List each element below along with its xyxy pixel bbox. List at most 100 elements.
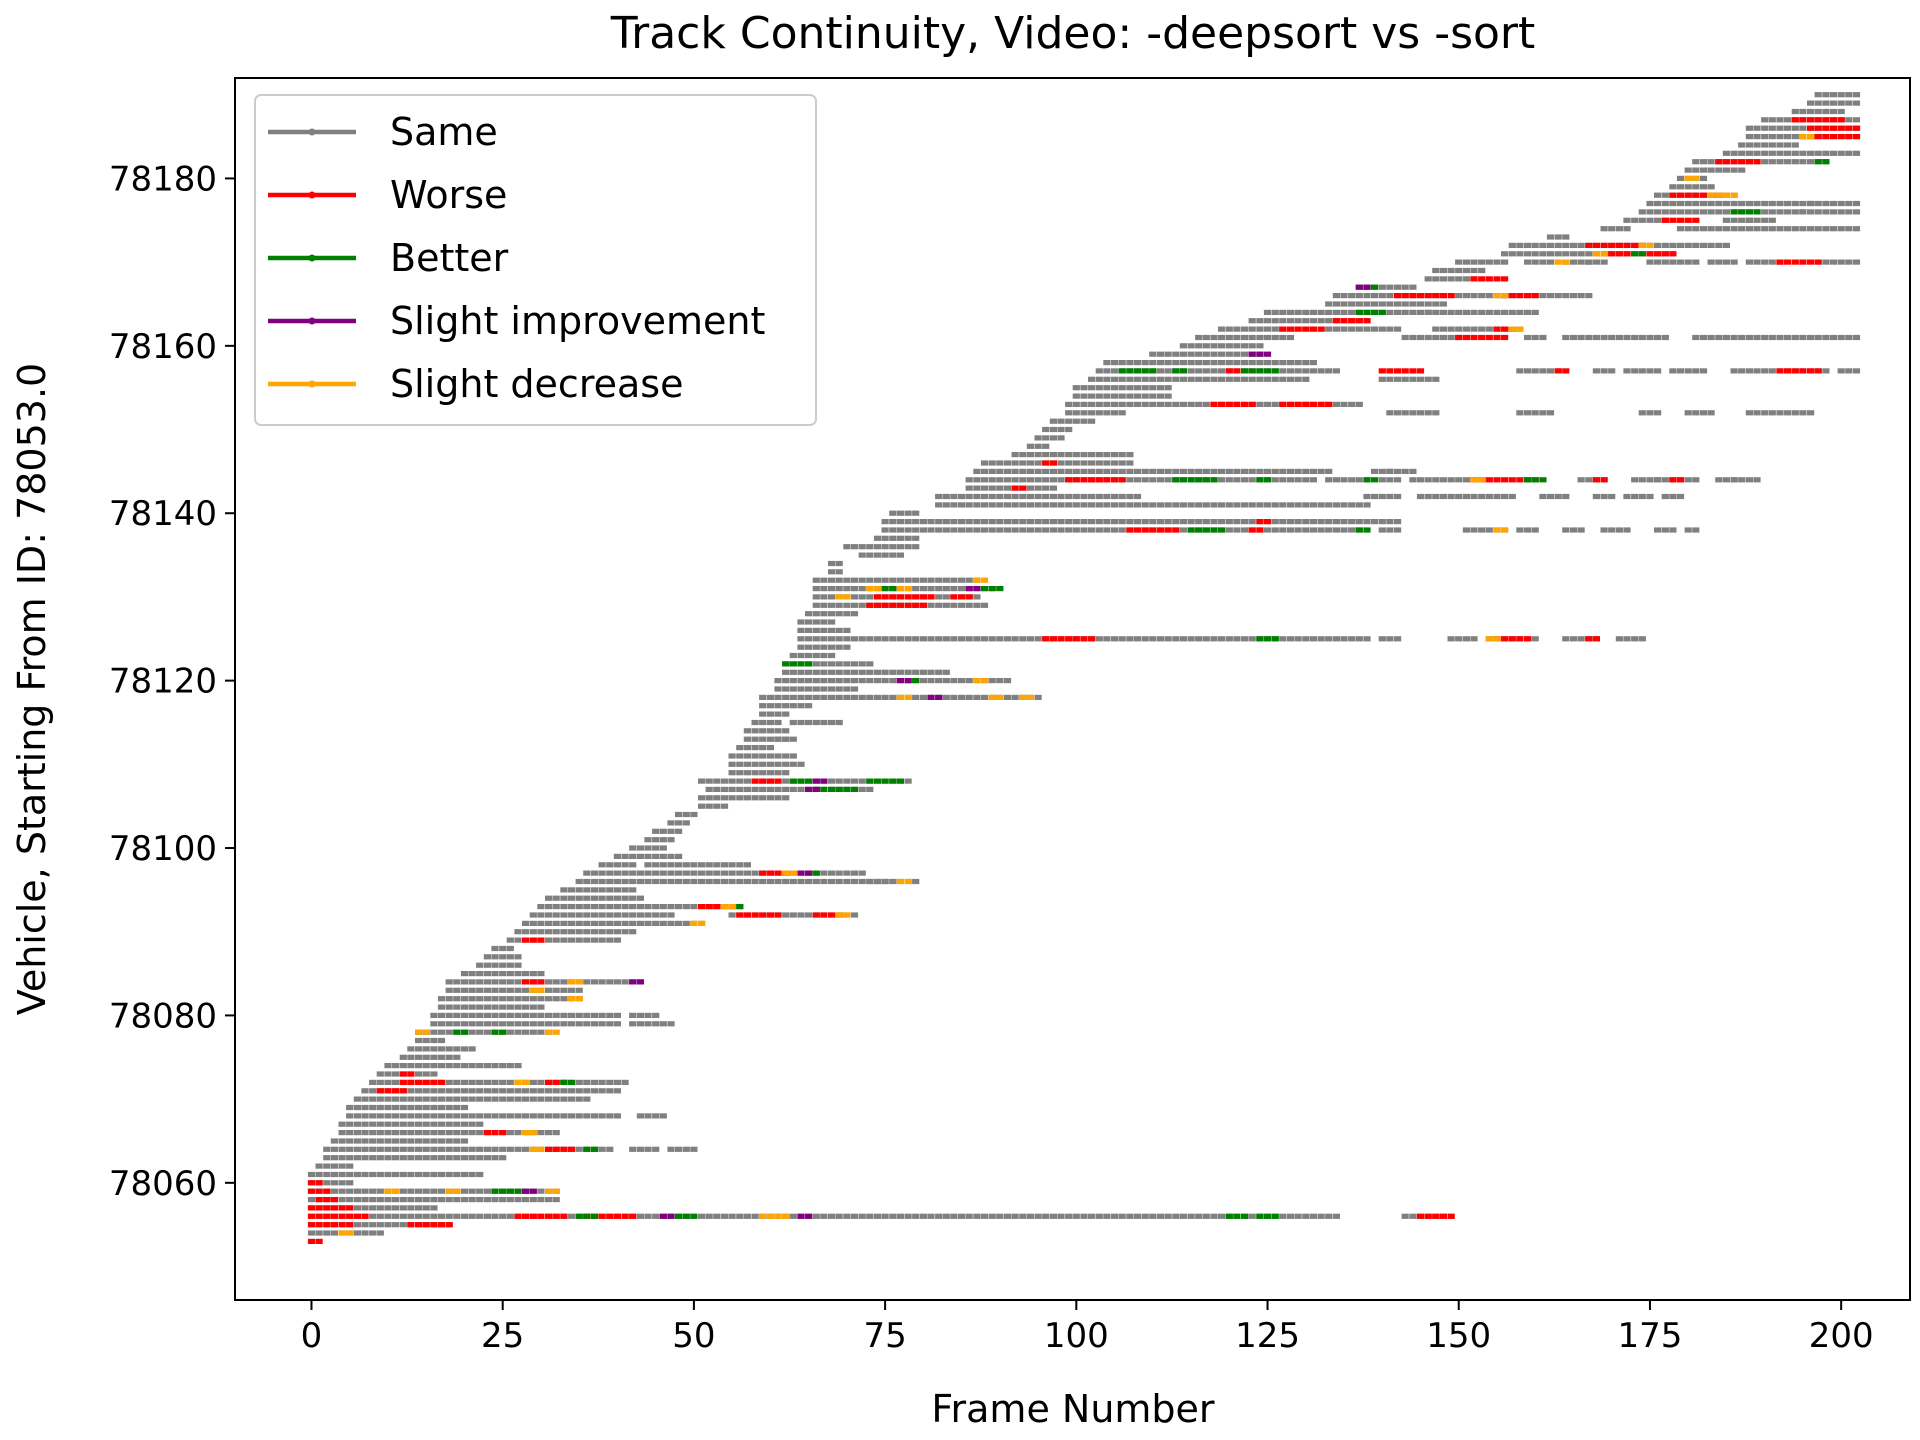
track-point xyxy=(973,519,981,525)
track-point xyxy=(889,778,897,784)
track-point xyxy=(1753,200,1761,207)
track-point xyxy=(942,669,950,675)
track-point xyxy=(1340,293,1348,299)
track-point xyxy=(567,979,576,985)
track-point xyxy=(1241,401,1249,407)
track-point xyxy=(935,502,943,508)
track-point xyxy=(376,1130,384,1136)
track-point xyxy=(1784,117,1792,123)
track-point xyxy=(690,904,698,910)
track-point xyxy=(1363,527,1371,533)
track-point xyxy=(430,1096,438,1102)
track-point xyxy=(644,1113,652,1119)
track-point xyxy=(659,845,667,851)
track-point xyxy=(980,519,989,525)
track-point xyxy=(942,586,950,592)
track-point xyxy=(621,979,629,985)
track-point xyxy=(889,678,897,684)
track-point xyxy=(1386,293,1394,299)
track-point xyxy=(353,1113,361,1119)
track-point xyxy=(973,577,981,583)
track-point xyxy=(1722,150,1730,156)
track-point xyxy=(1768,134,1776,140)
track-point xyxy=(789,669,797,675)
track-point xyxy=(1057,460,1065,466)
track-point xyxy=(430,1113,438,1119)
track-point xyxy=(904,519,912,525)
track-point xyxy=(1814,134,1822,140)
track-point xyxy=(927,602,935,608)
track-point xyxy=(1111,519,1119,525)
track-point xyxy=(1409,284,1417,290)
track-point xyxy=(415,1029,423,1035)
track-point xyxy=(1088,385,1096,391)
track-point xyxy=(1294,401,1302,407)
track-point xyxy=(828,870,836,876)
track-point xyxy=(1080,527,1088,533)
track-point xyxy=(392,1155,400,1161)
track-point xyxy=(1003,468,1012,474)
track-point xyxy=(1103,468,1111,474)
track-point xyxy=(1829,334,1838,341)
track-point xyxy=(782,1213,790,1219)
track-point xyxy=(1294,636,1302,642)
track-point xyxy=(935,636,943,642)
track-point xyxy=(1256,376,1264,382)
track-point xyxy=(1699,184,1708,190)
track-point xyxy=(1707,209,1715,215)
track-point xyxy=(1684,200,1692,207)
track-point xyxy=(766,736,774,742)
track-point xyxy=(1531,259,1539,265)
track-point xyxy=(935,678,943,684)
track-point xyxy=(1715,192,1723,198)
track-point xyxy=(1233,326,1241,332)
track-point xyxy=(1554,368,1562,374)
track-point xyxy=(422,1054,430,1060)
track-point xyxy=(942,636,950,642)
track-point xyxy=(552,937,560,943)
track-point xyxy=(912,519,920,525)
track-point xyxy=(575,904,583,910)
track-point xyxy=(460,1079,469,1085)
track-point xyxy=(369,1138,377,1144)
track-point xyxy=(384,1079,392,1085)
track-point xyxy=(866,669,874,675)
track-point xyxy=(820,870,828,876)
track-point xyxy=(1654,217,1662,223)
track-point xyxy=(476,1029,484,1035)
track-point xyxy=(858,1213,866,1219)
track-point xyxy=(1432,276,1440,282)
x-tick-label: 50 xyxy=(672,1316,715,1356)
track-point xyxy=(805,778,813,784)
track-point xyxy=(835,719,843,726)
track-point xyxy=(1822,92,1830,98)
track-point xyxy=(422,1079,430,1085)
track-point xyxy=(483,962,491,968)
track-point xyxy=(1654,200,1662,207)
track-point xyxy=(720,1213,729,1219)
track-point xyxy=(583,895,591,901)
track-point xyxy=(1378,519,1386,525)
track-point xyxy=(537,971,545,977)
track-point xyxy=(866,552,874,558)
track-point xyxy=(659,870,667,876)
track-point xyxy=(529,987,537,993)
track-point xyxy=(1118,636,1126,642)
track-point xyxy=(980,577,989,583)
track-point xyxy=(1378,301,1386,307)
track-point xyxy=(904,535,912,541)
track-point xyxy=(789,703,797,709)
track-point xyxy=(1057,519,1065,525)
track-point xyxy=(560,987,568,993)
track-point xyxy=(376,1155,384,1161)
track-point xyxy=(736,778,744,784)
track-point xyxy=(1294,1213,1302,1219)
track-point xyxy=(453,1171,461,1178)
track-point xyxy=(1164,636,1172,642)
track-point xyxy=(1225,334,1233,341)
track-point xyxy=(392,1088,400,1094)
track-point xyxy=(407,1146,415,1152)
track-point xyxy=(1034,452,1042,458)
track-point xyxy=(522,1113,530,1119)
track-point xyxy=(1600,242,1608,248)
